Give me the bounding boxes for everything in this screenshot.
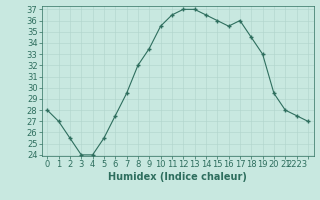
X-axis label: Humidex (Indice chaleur): Humidex (Indice chaleur)	[108, 172, 247, 182]
